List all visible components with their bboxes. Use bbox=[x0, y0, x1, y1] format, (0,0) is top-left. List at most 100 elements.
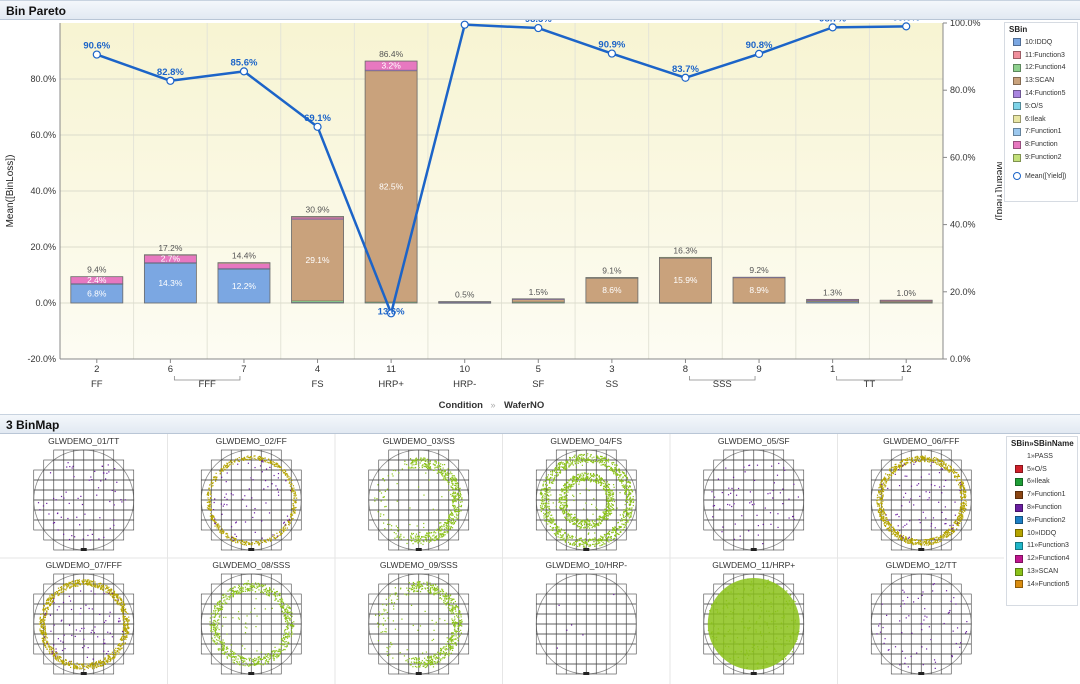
y2-tick-label: 20.0% bbox=[950, 287, 976, 297]
x-tick-label: 2 bbox=[94, 364, 99, 375]
bar-total-label: 30.9% bbox=[305, 204, 330, 214]
separator-icon: » bbox=[490, 400, 495, 410]
bar-segment[interactable] bbox=[144, 262, 197, 304]
x-group-label: SSS bbox=[713, 379, 732, 390]
die-cell bbox=[270, 539, 282, 551]
binmap-legend-item[interactable]: 6»Ileak bbox=[1007, 476, 1077, 489]
bar-outline bbox=[511, 298, 565, 304]
die-cell bbox=[270, 663, 282, 675]
x-tick-label: 4 bbox=[315, 364, 320, 375]
wafer-title: GLWDEMO_05/SF bbox=[718, 436, 790, 446]
legend-item-sbin[interactable]: 14:Function5 bbox=[1005, 87, 1077, 100]
wafer-map[interactable]: GLWDEMO_02/FF bbox=[200, 436, 302, 551]
die-cell bbox=[290, 519, 302, 531]
yield-point[interactable] bbox=[534, 23, 543, 33]
bar-outline bbox=[143, 254, 197, 304]
defect-dots bbox=[374, 457, 463, 546]
die-cell bbox=[960, 519, 972, 531]
wafer-map[interactable]: GLWDEMO_09/SSS bbox=[368, 560, 470, 675]
legend-item-sbin[interactable]: 12:Function4 bbox=[1005, 62, 1077, 75]
wafer-title: GLWDEMO_02/FF bbox=[216, 436, 287, 446]
legend-item-label: 11»Function3 bbox=[1027, 542, 1069, 550]
die-cell bbox=[950, 653, 962, 665]
die-cell bbox=[448, 529, 460, 541]
yield-point-label: 13.6% bbox=[378, 306, 405, 317]
legend-item-sbin[interactable]: 13:SCAN bbox=[1005, 74, 1077, 87]
binmap-legend-item[interactable]: 10»IDDQ bbox=[1007, 527, 1077, 540]
x-group-label: FS bbox=[311, 379, 323, 390]
binmap-legend-item[interactable]: 5»O/S bbox=[1007, 463, 1077, 476]
yield-point[interactable] bbox=[313, 122, 322, 131]
wafer-map[interactable]: GLWDEMO_03/SS bbox=[368, 436, 470, 551]
wafer-map[interactable]: GLWDEMO_01/TT bbox=[33, 436, 135, 551]
yield-point[interactable] bbox=[828, 23, 837, 32]
die-cell bbox=[458, 519, 470, 531]
wafer-notch bbox=[583, 548, 590, 551]
wafer-map[interactable]: GLWDEMO_12/TT bbox=[870, 560, 972, 675]
yield-point[interactable] bbox=[902, 22, 911, 31]
legend-item-sbin[interactable]: 10:IDDQ bbox=[1005, 36, 1077, 49]
x-tick-label: 8 bbox=[683, 364, 688, 375]
legend-item-sbin[interactable]: 9:Function2 bbox=[1005, 151, 1077, 164]
binmap-legend-item[interactable]: 1»PASS bbox=[1007, 450, 1077, 463]
legend-item-sbin[interactable]: 8:Function bbox=[1005, 138, 1077, 151]
binmap-legend-item[interactable]: 9»Function2 bbox=[1007, 514, 1077, 527]
binmap-legend-item[interactable]: 13»SCAN bbox=[1007, 565, 1077, 578]
binmap-legend-item[interactable]: 7»Function1 bbox=[1007, 488, 1077, 501]
yield-point[interactable] bbox=[239, 67, 249, 76]
wafer-map[interactable]: GLWDEMO_04/FS bbox=[535, 436, 637, 551]
die-cell bbox=[773, 663, 785, 675]
binmap-legend-item[interactable]: 11»Function3 bbox=[1007, 540, 1077, 553]
yield-point[interactable] bbox=[460, 20, 469, 29]
legend-item-sbin[interactable]: 11:Function3 bbox=[1005, 49, 1077, 62]
y-tick-label: -20.0% bbox=[27, 354, 56, 364]
bar-total-label: 1.3% bbox=[823, 287, 843, 297]
bar-segment[interactable] bbox=[659, 257, 712, 303]
yield-point[interactable] bbox=[387, 309, 396, 318]
circle-marker-icon bbox=[1013, 172, 1021, 181]
legend-item-label: Mean([Yield]) bbox=[1025, 172, 1067, 180]
bar-segment-label: 8.9% bbox=[749, 285, 769, 295]
x-tick-label: 6 bbox=[168, 364, 173, 375]
bar-outline bbox=[585, 277, 639, 304]
yield-point[interactable] bbox=[166, 76, 175, 85]
binmap-legend-item[interactable]: 12»Function4 bbox=[1007, 552, 1077, 565]
die-cell bbox=[448, 653, 460, 665]
wafer-notch bbox=[248, 548, 255, 551]
legend-item-label: 1»PASS bbox=[1027, 452, 1053, 460]
wafer-map[interactable]: GLWDEMO_08/SSS bbox=[200, 560, 302, 675]
wafer-map[interactable]: GLWDEMO_06/FFF bbox=[870, 436, 972, 551]
wafer-map[interactable]: GLWDEMO_11/HRP+ bbox=[703, 560, 805, 675]
y-tick-label: 0.0% bbox=[35, 298, 56, 308]
wafer-map[interactable]: GLWDEMO_10/HRP- bbox=[535, 560, 637, 675]
bar-segment[interactable] bbox=[217, 268, 271, 304]
bar-segment[interactable] bbox=[511, 299, 565, 303]
x-tick-label: 11 bbox=[386, 364, 396, 375]
wafer-map[interactable]: GLWDEMO_07/FFF bbox=[33, 560, 135, 675]
binmap-legend: SBin»SBinName 1»PASS 5»O/S 6»Ileak 7»Functi… bbox=[1006, 436, 1078, 606]
legend-swatch bbox=[1013, 38, 1021, 47]
yield-point[interactable] bbox=[754, 49, 764, 59]
legend-item-sbin[interactable]: 7:Function1 bbox=[1005, 126, 1077, 139]
legend-item-label: 9»Function2 bbox=[1027, 516, 1066, 524]
legend-item-sbin[interactable]: 5:O/S bbox=[1005, 100, 1077, 113]
x-group-label: SS bbox=[606, 379, 619, 390]
yield-point[interactable] bbox=[92, 50, 101, 59]
x-tick-label: 9 bbox=[756, 364, 761, 375]
yield-line[interactable] bbox=[96, 23, 907, 315]
group-bracket bbox=[836, 376, 903, 381]
bar-outline bbox=[364, 60, 418, 304]
die-cell bbox=[123, 519, 135, 531]
defect-dots bbox=[539, 453, 635, 548]
legend-item-sbin[interactable]: 6:Ileak bbox=[1005, 113, 1077, 126]
die-cell bbox=[290, 643, 302, 655]
yield-point[interactable] bbox=[607, 49, 616, 58]
wafer-map[interactable]: GLWDEMO_05/SF bbox=[703, 436, 805, 551]
binmap-legend-item[interactable]: 8»Function bbox=[1007, 501, 1077, 514]
binmap-legend-item[interactable]: 14»Function5 bbox=[1007, 578, 1077, 591]
legend-item-mean-yield[interactable]: Mean([Yield]) bbox=[1005, 170, 1077, 183]
die-cell bbox=[960, 643, 972, 655]
yield-point[interactable] bbox=[681, 73, 690, 82]
yield-point-label: 90.6% bbox=[83, 41, 110, 52]
y-tick-label: 40.0% bbox=[30, 186, 56, 196]
